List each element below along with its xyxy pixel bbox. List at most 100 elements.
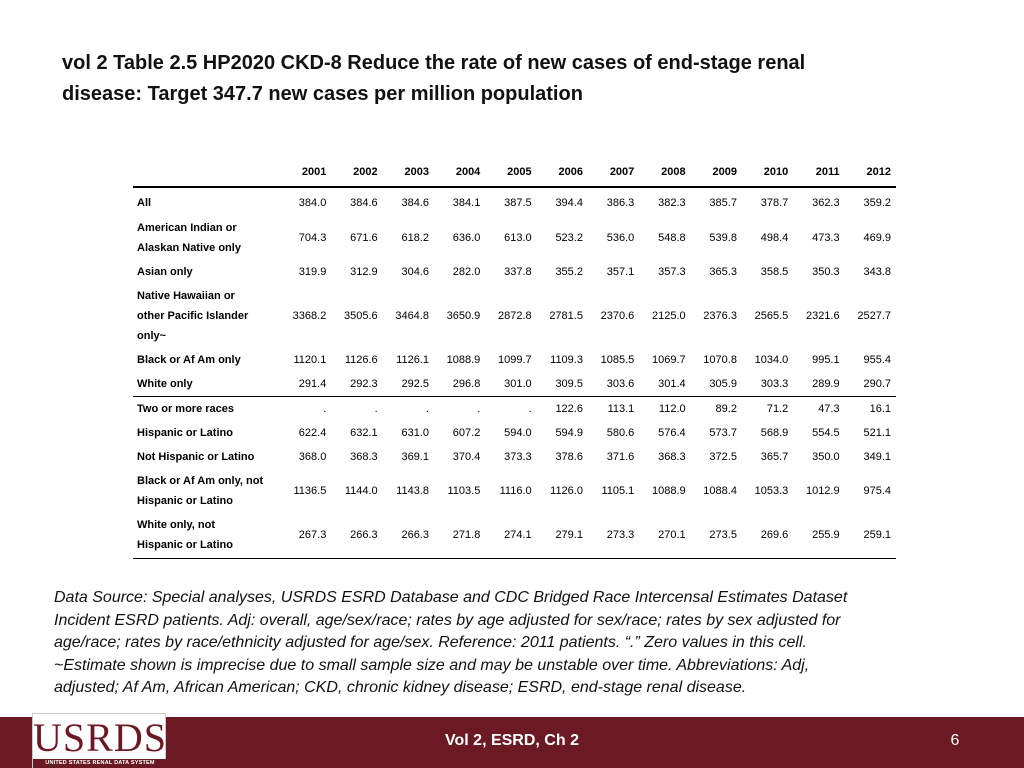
row-label-line: Hispanic or Latino xyxy=(137,427,233,439)
rate-cell: 303.6 xyxy=(587,372,640,397)
table-row: Two or more races..... 122.6 113.1 112.0 89.… xyxy=(133,397,896,422)
year-header: 2012 xyxy=(844,158,896,188)
rate-cell: 292.3 xyxy=(331,372,383,397)
rate-cell: 382.3 xyxy=(658,197,686,209)
table-row: Black or Af Am only, not Hispanic or Lati… xyxy=(133,469,896,513)
rate-cell: 1144.0 xyxy=(344,485,378,497)
table-row: Black or Af Am only 1120.1 1126.6 1126.1 108… xyxy=(133,348,896,372)
rate-cell: 1126.1 xyxy=(396,354,429,366)
rate-cell: 3368.2 xyxy=(292,310,327,322)
rate-cell: 573.7 xyxy=(709,427,737,439)
rate-cell: 273.5 xyxy=(690,513,742,559)
rate-cell: 995.1 xyxy=(812,354,840,366)
row-label-line: only~ xyxy=(137,330,167,342)
rate-cell: 1120.1 xyxy=(293,354,327,366)
rate-cell: 355.2 xyxy=(555,266,583,278)
rate-cell: 631.0 xyxy=(401,427,429,439)
row-label-line: other Pacific Islander xyxy=(137,310,249,322)
logo-wordmark: USRDS xyxy=(33,715,167,760)
rate-cell: 359.2 xyxy=(863,197,891,209)
rate-cell: 266.3 xyxy=(331,513,383,559)
rate-cell: 2565.5 xyxy=(754,310,789,322)
rate-cell: 1070.8 xyxy=(703,354,737,366)
rate-cell: 259.1 xyxy=(844,513,896,559)
row-label: White only xyxy=(133,372,280,397)
rate-cell: 394.4 xyxy=(555,197,583,209)
rate-cell: 568.9 xyxy=(760,427,789,439)
row-label-line: Not Hispanic or Latino xyxy=(137,451,255,463)
year-header: 2004 xyxy=(433,158,486,188)
row-label: Two or more races xyxy=(133,397,280,422)
rate-cell: 271.8 xyxy=(433,513,486,559)
rate-cell: 365.7 xyxy=(760,451,789,463)
rate-cell: 312.9 xyxy=(350,266,378,278)
rate-cell: 282.0 xyxy=(452,266,481,278)
rate-cell: 3464.8 xyxy=(395,310,429,322)
table-row: Native Hawaiian or other Pacific Islander… xyxy=(133,284,896,348)
rate-cell: 521.1 xyxy=(863,427,891,439)
rate-cell: 387.5 xyxy=(504,197,532,209)
rate-cell: 1103.5 xyxy=(447,485,481,497)
rate-cell: 554.5 xyxy=(812,427,840,439)
rate-cell: 536.0 xyxy=(606,232,635,244)
rate-cell: 385.7 xyxy=(709,197,737,209)
rate-cell: 371.6 xyxy=(606,451,635,463)
rate-cell: 369.1 xyxy=(401,451,429,463)
usrds-logo: USRDS UNITED STATES RENAL DATA SYSTEM xyxy=(32,713,167,768)
footnote-line: Data Source: Special analyses, USRDS ESR… xyxy=(54,589,848,606)
rate-cell: 357.1 xyxy=(606,266,635,278)
year-header: 2011 xyxy=(793,158,845,188)
rate-cell: 292.5 xyxy=(382,372,434,397)
row-label-line: Black or Af Am only, not xyxy=(137,475,264,487)
rate-cell: 1034.0 xyxy=(754,354,789,366)
rate-cell: 357.3 xyxy=(658,266,686,278)
rate-cell: 523.2 xyxy=(555,232,583,244)
rate-cell: 576.4 xyxy=(658,427,686,439)
rate-cell: 607.2 xyxy=(452,427,481,439)
year-header: 2003 xyxy=(382,158,434,188)
rate-cell: 112.0 xyxy=(658,403,686,415)
rate-cell: 122.6 xyxy=(555,403,583,415)
rate-cell: 337.8 xyxy=(504,266,532,278)
rate-cell: 113.1 xyxy=(607,403,635,415)
rate-cell: 373.3 xyxy=(504,451,532,463)
row-label: Black or Af Am only, not Hispanic or Lati… xyxy=(133,469,280,513)
page-number: 6 xyxy=(950,732,960,749)
rate-cell: 548.8 xyxy=(658,232,686,244)
rate-cell: 290.7 xyxy=(844,372,896,397)
rate-cell: 301.4 xyxy=(639,372,691,397)
rate-cell: 270.1 xyxy=(639,513,691,559)
row-label-line: Black or Af Am only xyxy=(137,354,241,366)
rate-cell: . xyxy=(425,403,429,415)
rate-cell: 1109.3 xyxy=(550,354,583,366)
rate-cell: 266.3 xyxy=(382,513,434,559)
rate-cell: 368.0 xyxy=(298,451,327,463)
rate-cell: 296.8 xyxy=(433,372,486,397)
row-label-line: American Indian or xyxy=(137,222,237,234)
rate-cell: 2321.6 xyxy=(805,310,840,322)
rate-cell: . xyxy=(374,403,378,415)
rate-cell: 365.3 xyxy=(709,266,737,278)
rate-cell: 1069.7 xyxy=(651,354,686,366)
rate-cell: 1126.6 xyxy=(344,354,378,366)
rate-cell: 309.5 xyxy=(536,372,588,397)
year-header: 2001 xyxy=(280,158,332,188)
rate-cell: 2125.0 xyxy=(651,310,686,322)
rate-cell: 362.3 xyxy=(812,197,840,209)
year-header: 2010 xyxy=(741,158,794,188)
table-row: All 384.0 384.6 384.6 384.1 387.5 394.4 386.3 38… xyxy=(133,187,896,216)
rate-cell: 618.2 xyxy=(401,232,429,244)
year-header: 2007 xyxy=(587,158,640,188)
rate-cell: 473.3 xyxy=(812,232,840,244)
row-label-line: Hispanic or Latino xyxy=(137,495,233,507)
rate-cell: 1088.9 xyxy=(446,354,481,366)
data-source-footnote: Data Source: Special analyses, USRDS ESR… xyxy=(54,587,984,700)
rate-cell: 704.3 xyxy=(298,232,327,244)
rate-cell: 3505.6 xyxy=(344,310,378,322)
rate-cell: 319.9 xyxy=(298,266,327,278)
table-row: White only, not Hispanic or Latino 267.3 26… xyxy=(133,513,896,559)
year-header: 2002 xyxy=(331,158,383,188)
rate-cell: 273.3 xyxy=(587,513,640,559)
rate-cell: 358.5 xyxy=(760,266,789,278)
title-line-1: vol 2 Table 2.5 HP2020 CKD-8 Reduce the … xyxy=(62,52,806,74)
